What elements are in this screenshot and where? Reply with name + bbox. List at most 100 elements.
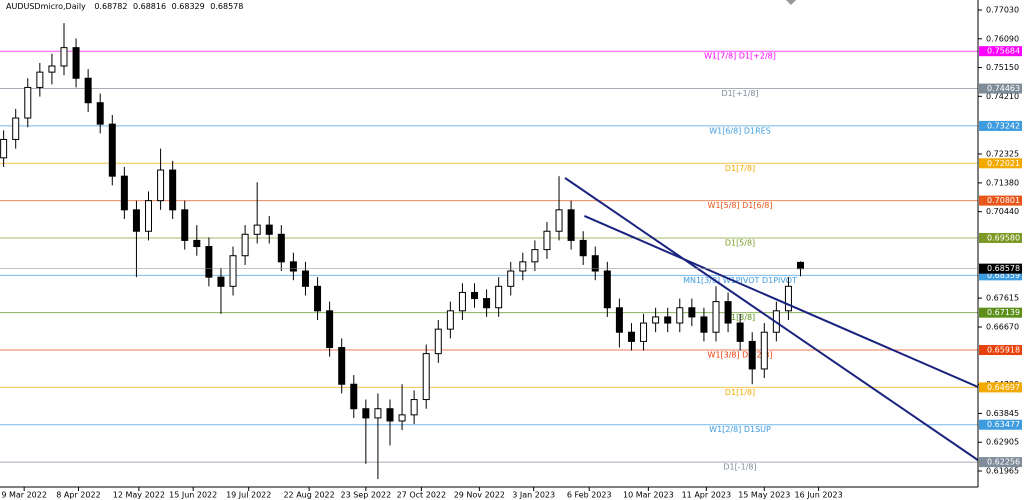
candle-body bbox=[712, 301, 720, 333]
candle-body bbox=[579, 239, 587, 257]
candle-body bbox=[48, 65, 56, 73]
candle-body bbox=[555, 209, 563, 232]
y-tick-label: 0.76090 bbox=[986, 34, 1019, 43]
candle-body bbox=[132, 209, 140, 232]
candle-body bbox=[676, 307, 684, 324]
level-price-label: 0.70801 bbox=[987, 196, 1020, 205]
x-tick-label: 6 Feb 2023 bbox=[567, 491, 612, 500]
candle-body bbox=[253, 224, 261, 235]
open-value: 0.68782 bbox=[94, 2, 127, 11]
candle-body bbox=[12, 117, 20, 140]
candle-body bbox=[531, 249, 539, 263]
x-tick-label: 11 Apr 2023 bbox=[682, 491, 731, 500]
level-price-label: 0.73242 bbox=[987, 121, 1020, 130]
level-price-box bbox=[979, 83, 1022, 94]
candle-body bbox=[157, 169, 165, 202]
candle-body bbox=[265, 224, 273, 235]
candle-body bbox=[652, 316, 660, 324]
shift-marker bbox=[786, 0, 796, 5]
x-tick-label: 27 Oct 2022 bbox=[397, 491, 446, 500]
candle-body bbox=[543, 230, 551, 251]
candle-body bbox=[410, 399, 418, 416]
candle-body bbox=[640, 322, 648, 342]
candle-body bbox=[205, 246, 213, 278]
candle-body bbox=[181, 209, 189, 241]
candles bbox=[0, 23, 805, 480]
x-tick-label: 8 Apr 2022 bbox=[56, 491, 100, 500]
y-tick-label: 0.63845 bbox=[986, 409, 1019, 418]
level-price-box bbox=[979, 307, 1022, 318]
y-tick-label: 0.66670 bbox=[986, 323, 1019, 332]
candle-body bbox=[591, 255, 599, 272]
x-tick-label: 15 May 2023 bbox=[738, 491, 790, 500]
candle-body bbox=[120, 175, 128, 211]
candle-body bbox=[507, 270, 515, 287]
candle-body bbox=[374, 408, 382, 419]
candle-body bbox=[72, 47, 80, 79]
level-price-label: 0.62256 bbox=[987, 458, 1020, 467]
candle-body bbox=[471, 291, 479, 300]
x-tick-label: 29 Nov 2022 bbox=[454, 491, 505, 500]
x-tick-label: 16 Jun 2023 bbox=[795, 491, 843, 500]
candle-body bbox=[0, 138, 8, 159]
y-tick-label: 0.75150 bbox=[986, 63, 1019, 72]
current-price-label: 0.68578 bbox=[987, 264, 1020, 273]
level-price-label: 0.72021 bbox=[987, 159, 1020, 168]
level-price-label: 0.63477 bbox=[987, 420, 1020, 429]
candle-body bbox=[664, 316, 672, 324]
candle-body bbox=[398, 414, 406, 422]
level-price-label: 0.74463 bbox=[987, 84, 1020, 93]
candle-body bbox=[422, 353, 430, 401]
x-tick-label: 23 Sep 2022 bbox=[340, 491, 391, 500]
level-price-label: 0.65918 bbox=[987, 346, 1020, 355]
x-tick-label: 12 May 2022 bbox=[113, 491, 165, 500]
candle-body bbox=[458, 291, 466, 312]
level-price-box bbox=[979, 195, 1022, 206]
level-price-box bbox=[979, 46, 1022, 57]
level-price-box bbox=[979, 232, 1022, 243]
candle-body bbox=[96, 102, 104, 125]
level-price-box bbox=[979, 345, 1022, 356]
level-price-label: 0.68359 bbox=[987, 271, 1020, 280]
y-tick-label: 0.77030 bbox=[986, 6, 1019, 15]
level-name: D1[1/8] bbox=[725, 388, 755, 397]
candle-body bbox=[108, 123, 116, 177]
candle-body bbox=[326, 310, 334, 349]
y-tick-label: 0.67615 bbox=[986, 294, 1019, 303]
trendline bbox=[564, 177, 979, 461]
candle-body bbox=[627, 331, 635, 342]
candle-body bbox=[338, 347, 346, 385]
y-tick-label: 0.70440 bbox=[986, 207, 1019, 216]
level-price-label: 0.64697 bbox=[987, 383, 1020, 392]
candle-body bbox=[229, 255, 237, 287]
candle-body bbox=[700, 316, 708, 333]
candle-body bbox=[289, 261, 297, 272]
level-price-box bbox=[979, 158, 1022, 169]
candle-body bbox=[760, 331, 768, 370]
candle-body bbox=[84, 77, 92, 104]
level-name: W1[5/8] D1[6/8] bbox=[707, 201, 772, 210]
candle-body bbox=[36, 71, 44, 88]
candle-body bbox=[193, 239, 201, 248]
level-price-box bbox=[979, 457, 1022, 468]
y-tick-label: 0.71380 bbox=[986, 178, 1019, 187]
x-tick-label: 9 Mar 2022 bbox=[1, 491, 47, 500]
high-value: 0.68816 bbox=[133, 2, 166, 11]
candle-body bbox=[748, 340, 756, 370]
header: AUDUSDmicro,Daily 0.68782 0.68816 0.6832… bbox=[6, 2, 243, 11]
level-name: W1[6/8] D1RES bbox=[709, 126, 771, 135]
level-name: D1[5/8] bbox=[725, 238, 755, 247]
candle-body bbox=[24, 86, 32, 119]
candle-body bbox=[314, 285, 322, 312]
x-tick-label: 10 Mar 2023 bbox=[623, 491, 674, 500]
level-name: W1[3/8] D1[2/8] bbox=[707, 351, 772, 360]
x-tick-label: 19 Jul 2022 bbox=[226, 491, 271, 500]
candle-body bbox=[736, 322, 744, 342]
y-tick-label: 0.74210 bbox=[986, 92, 1019, 101]
candle-body bbox=[60, 47, 68, 67]
candle-body bbox=[519, 261, 527, 272]
level-price-label: 0.67139 bbox=[987, 308, 1020, 317]
y-tick-label: 0.72325 bbox=[986, 149, 1019, 158]
